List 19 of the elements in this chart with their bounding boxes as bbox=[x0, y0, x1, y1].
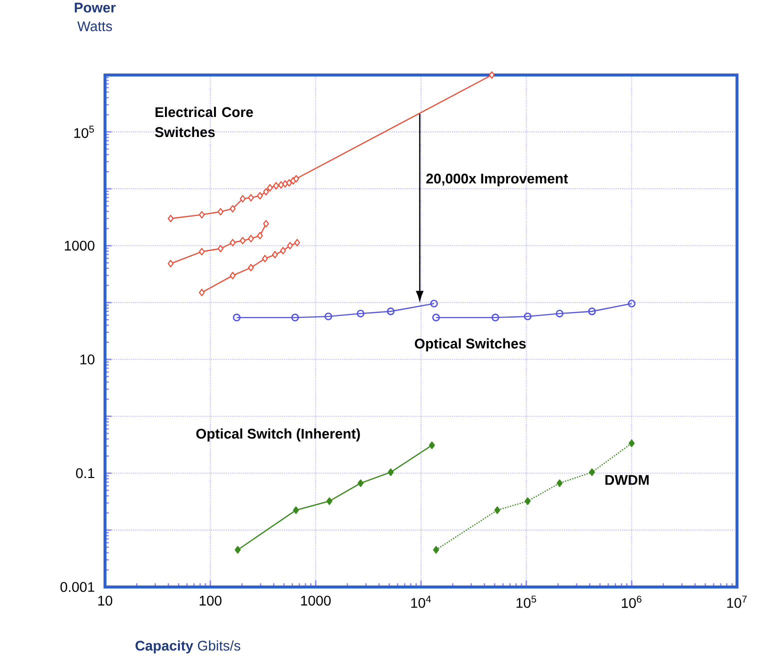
y-tick-label: 10$^{5}$ bbox=[74, 126, 94, 138]
y-tick-label: 0.001 bbox=[60, 582, 94, 592]
text: Optical Switch (Inherent) bbox=[196, 428, 360, 442]
text: Optical Switches bbox=[414, 338, 526, 352]
y-tick-label: 1000 bbox=[64, 240, 94, 251]
x-tick-label: 1000 bbox=[301, 596, 331, 606]
x-tick-label: 100 bbox=[200, 596, 222, 606]
x-tick-label: 10$^{4}$ bbox=[411, 596, 431, 608]
x-axis-title: Capacity Gbits/s bbox=[136, 640, 240, 654]
annotation: 20,000x Improvement bbox=[426, 174, 568, 186]
x-tick-label: 10 bbox=[98, 596, 112, 606]
y-tick-label: 0.1 bbox=[76, 468, 94, 478]
x-tick-label: 10$^{5}$ bbox=[516, 596, 536, 608]
y-tick-label: 10 bbox=[80, 354, 94, 364]
y-axis-title: Power Watts bbox=[74, 2, 116, 32]
series-label: DWDM bbox=[605, 475, 649, 485]
x-tick-label: 10$^{6}$ bbox=[622, 596, 642, 608]
annotation: Electrical Core Switches bbox=[155, 106, 253, 138]
x-tick-label: 10$^{7}$ bbox=[727, 596, 747, 608]
